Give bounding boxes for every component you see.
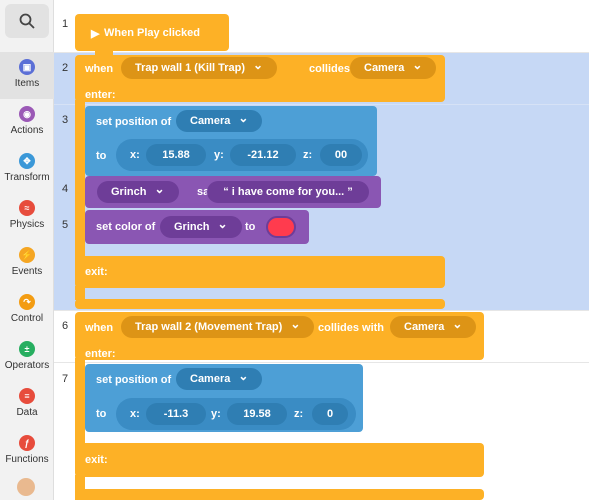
- object-dropdown-camera[interactable]: Camera: [176, 368, 263, 390]
- sidebar: ▣ Items ◉ Actions ✥ Transform ≈ Physics …: [0, 0, 54, 500]
- code-editor: 1 2 3 4 5 6 7 ▶ When Play clicked when e…: [54, 0, 589, 500]
- to-keyword: to: [96, 408, 107, 420]
- category-control-label: Control: [10, 313, 44, 324]
- line-divider: [54, 362, 589, 363]
- event-block-end-2: [75, 489, 484, 500]
- collides-with-keyword: collides with: [318, 322, 385, 334]
- category-actions-label: Actions: [10, 125, 44, 136]
- y-value-input[interactable]: -21.12: [230, 144, 296, 166]
- y-label: y:: [211, 408, 221, 420]
- bolt-icon: ⚡: [19, 247, 35, 263]
- enter-label: enter:: [85, 89, 116, 101]
- event-block-rail: [75, 100, 85, 260]
- object-dropdown-grinch[interactable]: Grinch: [97, 181, 179, 203]
- category-functions[interactable]: ƒ Functions: [0, 428, 54, 475]
- event-block-end-1: [75, 299, 445, 309]
- category-items-label: Items: [14, 78, 40, 89]
- x-value-input[interactable]: -11.3: [146, 403, 206, 425]
- exit-label: exit:: [85, 454, 108, 466]
- line-divider: [54, 310, 589, 311]
- category-control[interactable]: ↷ Control: [0, 287, 54, 334]
- category-events-label: Events: [11, 266, 43, 277]
- category-actions[interactable]: ◉ Actions: [0, 99, 54, 146]
- object-dropdown-grinch[interactable]: Grinch: [160, 216, 242, 238]
- z-value-input[interactable]: 00: [320, 144, 362, 166]
- line-number: 1: [62, 18, 69, 30]
- category-physics-label: Physics: [9, 219, 45, 230]
- say-text-input[interactable]: “ i have come for you... ”: [207, 181, 369, 203]
- line-divider: [54, 52, 589, 53]
- when-keyword: when: [85, 322, 114, 334]
- exit-label: exit:: [85, 266, 108, 278]
- object-dropdown-camera[interactable]: Camera: [350, 57, 437, 79]
- physics-icon: ≈: [19, 200, 35, 216]
- x-value-input[interactable]: 15.88: [146, 144, 206, 166]
- z-label: z:: [294, 408, 304, 420]
- exit-section-1: exit:: [75, 256, 445, 288]
- object-dropdown-trap-wall-1[interactable]: Trap wall 1 (Kill Trap): [121, 57, 278, 79]
- category-data[interactable]: ≡ Data: [0, 381, 54, 428]
- object-dropdown-camera[interactable]: Camera: [176, 110, 263, 132]
- when-keyword: when: [85, 63, 114, 75]
- category-transform[interactable]: ✥ Transform: [0, 146, 54, 193]
- category-functions-label: Functions: [5, 454, 49, 465]
- line-number: 4: [62, 183, 69, 195]
- when-play-clicked-label: When Play clicked: [104, 27, 200, 39]
- play-triangle-icon: ▶: [91, 28, 100, 40]
- line-number: 3: [62, 114, 69, 126]
- x-label: x:: [130, 149, 140, 161]
- to-keyword: to: [96, 150, 107, 162]
- y-value-input[interactable]: 19.58: [227, 403, 287, 425]
- event-block-rail: [75, 358, 85, 448]
- event-block-rail: [75, 286, 85, 300]
- more-category-dot[interactable]: [17, 478, 35, 496]
- y-label: y:: [214, 149, 224, 161]
- category-events[interactable]: ⚡ Events: [0, 240, 54, 287]
- category-data-label: Data: [16, 407, 38, 418]
- z-label: z:: [303, 149, 313, 161]
- eye-icon: ◉: [19, 106, 35, 122]
- line-number: 6: [62, 320, 69, 332]
- line-number: 7: [62, 373, 69, 385]
- x-label: x:: [130, 408, 140, 420]
- line-number: 5: [62, 219, 69, 231]
- enter-label: enter:: [85, 348, 116, 360]
- cube-icon: ▣: [19, 59, 35, 75]
- operators-icon: ±: [19, 341, 35, 357]
- block-notch: [95, 288, 113, 295]
- search-icon: [19, 13, 35, 29]
- functions-icon: ƒ: [19, 435, 35, 451]
- control-icon: ↷: [19, 294, 35, 310]
- data-icon: ≡: [19, 388, 35, 404]
- category-operators[interactable]: ± Operators: [0, 334, 54, 381]
- block-connector: [95, 51, 113, 58]
- block-notch: [95, 477, 113, 484]
- object-dropdown-camera[interactable]: Camera: [390, 316, 477, 338]
- when-play-clicked-block[interactable]: ▶ When Play clicked: [75, 14, 229, 51]
- category-transform-label: Transform: [4, 172, 50, 183]
- category-items[interactable]: ▣ Items: [0, 52, 54, 99]
- search-button[interactable]: [5, 4, 49, 38]
- z-value-input[interactable]: 0: [312, 403, 348, 425]
- exit-section-2: exit:: [75, 443, 484, 477]
- line-number: 2: [62, 62, 69, 74]
- move-icon: ✥: [19, 153, 35, 169]
- set-position-keyword: set position of: [96, 116, 172, 128]
- object-dropdown-trap-wall-2[interactable]: Trap wall 2 (Movement Trap): [121, 316, 315, 338]
- color-swatch[interactable]: [266, 216, 296, 238]
- line-divider: [54, 104, 589, 105]
- category-operators-label: Operators: [4, 360, 50, 371]
- set-position-keyword: set position of: [96, 374, 172, 386]
- set-color-keyword: set color of: [96, 221, 156, 233]
- category-physics[interactable]: ≈ Physics: [0, 193, 54, 240]
- to-keyword: to: [245, 221, 256, 233]
- event-block-rail: [75, 475, 85, 500]
